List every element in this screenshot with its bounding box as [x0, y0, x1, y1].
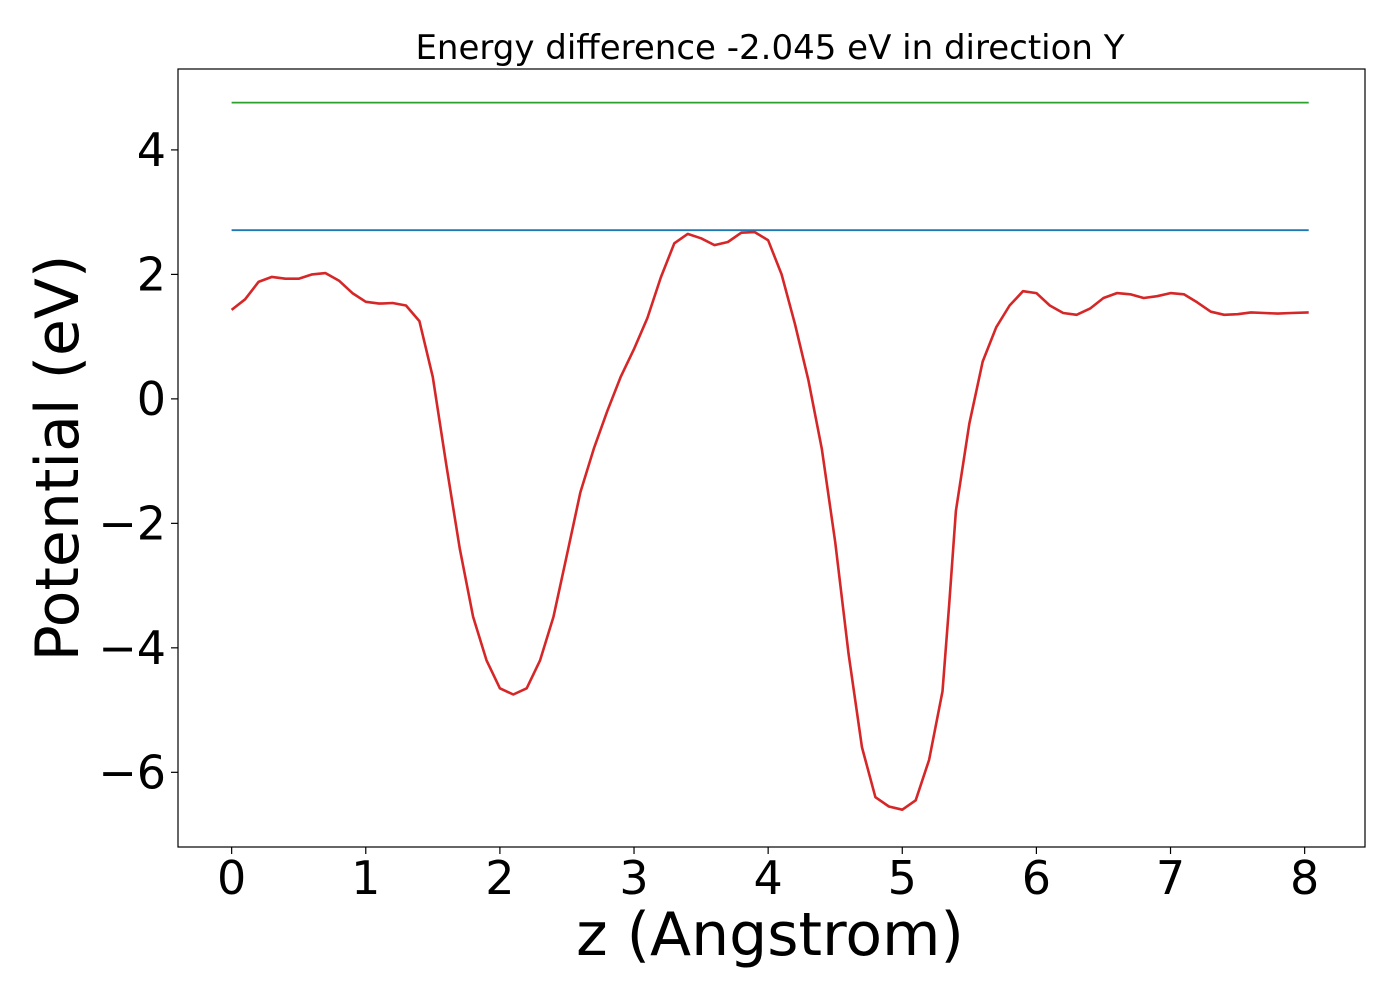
x-tick-label: 8: [1290, 851, 1319, 905]
x-tick-label: 6: [1022, 851, 1051, 905]
x-tick-label: 3: [619, 851, 648, 905]
x-tick-label: 0: [217, 851, 246, 905]
y-tick-label: −4: [98, 621, 166, 675]
x-tick-label: 4: [754, 851, 783, 905]
x-tick-label: 1: [351, 851, 380, 905]
series-line-3: [230, 230, 1309, 811]
x-axis-label: z (Angstrom): [576, 900, 964, 970]
x-tick-label: 7: [1156, 851, 1185, 905]
axes-frame: [177, 68, 1366, 848]
y-tick-label: 2: [137, 247, 166, 301]
y-axis-ticks: 4 2 0 −2 −4 −6: [98, 123, 178, 799]
y-tick-label: 0: [137, 372, 166, 426]
x-tick-label: 5: [888, 851, 917, 905]
y-tick-label: 4: [137, 123, 166, 177]
plot-area: [230, 101, 1309, 811]
y-tick-label: −6: [98, 745, 166, 799]
y-axis-label: Potential (eV): [23, 255, 93, 662]
chart-title: Energy difference -2.045 eV in direction…: [415, 28, 1124, 68]
x-axis-ticks: 0 1 2 3 4 5 6 7 8: [217, 847, 1319, 905]
x-tick-label: 2: [485, 851, 514, 905]
y-tick-label: −2: [98, 496, 166, 550]
